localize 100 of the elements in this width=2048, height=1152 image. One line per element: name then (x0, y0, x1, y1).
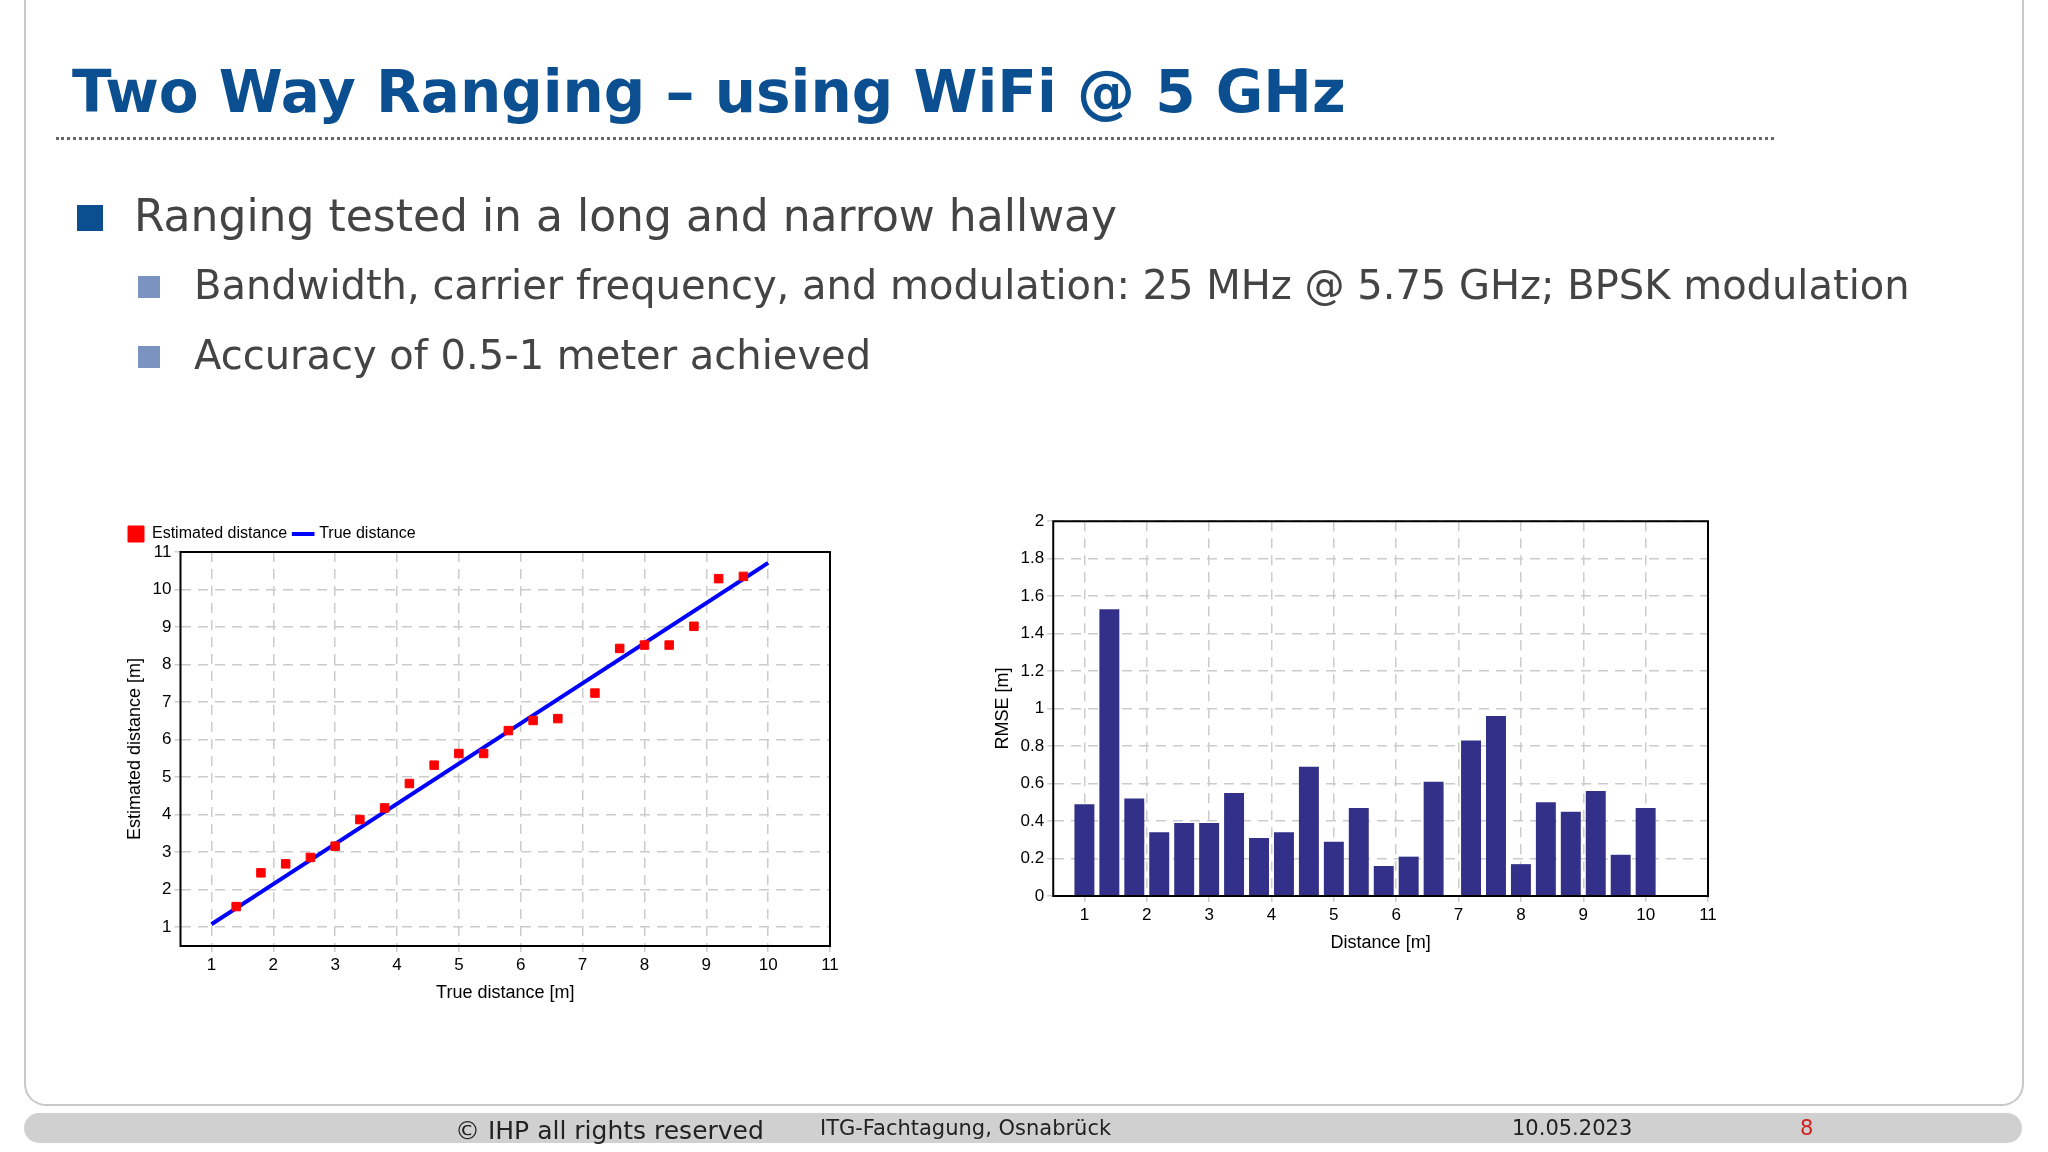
x-axis-title: Distance [m] (1330, 932, 1431, 953)
bar (1510, 864, 1531, 896)
bar (1610, 854, 1631, 896)
bar (1273, 832, 1294, 896)
x-tick-label: 6 (1391, 904, 1401, 924)
bar (1373, 866, 1394, 896)
y-axis-title: RMSE [m] (991, 667, 1012, 750)
point (639, 640, 650, 650)
x-axis-title: True distance [m] (436, 982, 575, 1003)
bar (1249, 837, 1269, 896)
bar (1323, 841, 1344, 896)
y-tick-label: 10 (152, 579, 172, 599)
point (503, 725, 514, 736)
text: Ranging tested in a long and narrow hallway (134, 190, 1118, 241)
point (738, 571, 749, 582)
text: 8 (1800, 1116, 1814, 1140)
bar (1398, 856, 1419, 896)
x-tick-label: 3 (330, 954, 340, 974)
bar (1486, 716, 1506, 896)
point (256, 868, 266, 878)
y-tick-label: 1 (1034, 698, 1045, 718)
x-tick-label: 2 (1142, 904, 1152, 924)
point (614, 643, 625, 654)
point (429, 760, 439, 770)
legend-label: Estimated distance (152, 524, 288, 542)
point (280, 859, 291, 869)
x-tick-label: 2 (268, 954, 279, 974)
y-tick-label: 4 (162, 804, 172, 824)
y-tick-label: 11 (153, 541, 172, 561)
bar (1149, 832, 1170, 896)
text: Accuracy of 0.5-1 meter achieved (194, 332, 872, 378)
bar (1124, 798, 1145, 896)
y-tick-label: 8 (162, 654, 172, 674)
bar (1199, 822, 1220, 896)
bar (1174, 822, 1195, 896)
y-tick-label: 1.6 (1020, 585, 1045, 605)
y-tick-label: 6 (162, 729, 172, 749)
point (305, 852, 316, 863)
x-tick-label: 4 (392, 954, 402, 974)
y-tick-label: 0.6 (1020, 773, 1045, 793)
point (664, 640, 674, 650)
y-tick-label: 2 (162, 879, 172, 899)
y-tick-label: 0.2 (1020, 848, 1045, 868)
bar (1224, 792, 1245, 896)
bar (1585, 791, 1606, 896)
x-tick-label: 5 (1329, 904, 1339, 924)
x-tick-label: 8 (639, 954, 650, 974)
x-tick-label: 1 (206, 954, 217, 974)
bar (1423, 781, 1444, 896)
y-tick-label: 3 (162, 841, 172, 861)
y-tick-label: 9 (162, 616, 172, 636)
x-tick-label: 9 (1578, 904, 1589, 924)
x-tick-label: 11 (1699, 904, 1717, 924)
x-tick-label: 9 (701, 954, 712, 974)
point (330, 841, 340, 851)
y-tick-label: 2 (1034, 510, 1045, 530)
y-tick-label: 7 (162, 691, 172, 711)
text: Bandwidth, carrier frequency, and modulation: 25 MHz @ 5.75 GHz; BPSK modulation (194, 262, 1910, 308)
bar (1074, 804, 1095, 896)
legend-label: True distance (319, 524, 416, 542)
text: 10.05.2023 (1512, 1116, 1633, 1140)
point (528, 715, 538, 726)
point (231, 901, 241, 912)
x-tick-label: 10 (1636, 904, 1656, 924)
point (379, 803, 390, 813)
bar (1535, 802, 1556, 896)
y-tick-label: 0.8 (1020, 735, 1045, 755)
bar (1099, 609, 1120, 896)
y-tick-label: 5 (162, 766, 172, 786)
x-tick-label: 1 (1079, 904, 1090, 924)
x-tick-label: 4 (1266, 904, 1277, 924)
point (404, 778, 415, 789)
bar (1560, 811, 1581, 896)
x-tick-label: 3 (1204, 904, 1214, 924)
point (478, 748, 489, 759)
bar (1635, 807, 1656, 896)
y-tick-label: 1.2 (1020, 660, 1045, 680)
y-axis-title: Estimated distance [m] (123, 657, 144, 841)
x-tick-label: 8 (1516, 904, 1526, 924)
bar (1348, 807, 1369, 896)
y-tick-label: 0 (1034, 885, 1045, 905)
point (689, 621, 699, 632)
y-tick-label: 1.8 (1020, 548, 1045, 568)
x-tick-label: 6 (515, 954, 526, 974)
x-tick-label: 11 (821, 954, 839, 974)
point (553, 713, 563, 724)
y-tick-label: 1.4 (1020, 623, 1045, 643)
x-tick-label: 7 (577, 954, 588, 974)
y-tick-label: 0.4 (1020, 810, 1045, 830)
bar (1461, 740, 1482, 896)
bar (1298, 766, 1319, 896)
point (590, 688, 600, 698)
text: ITG-Fachtagung, Osnabrück (820, 1116, 1112, 1140)
text: © IHP all rights reserved (455, 1116, 764, 1145)
x-tick-label: 7 (1453, 904, 1464, 924)
chart-title: Two Way Ranging – using WiFi @ 5 GHz (72, 58, 1346, 126)
point (355, 814, 365, 825)
x-tick-label: 10 (758, 954, 778, 974)
x-tick-label: 5 (454, 954, 464, 974)
point (713, 573, 724, 584)
